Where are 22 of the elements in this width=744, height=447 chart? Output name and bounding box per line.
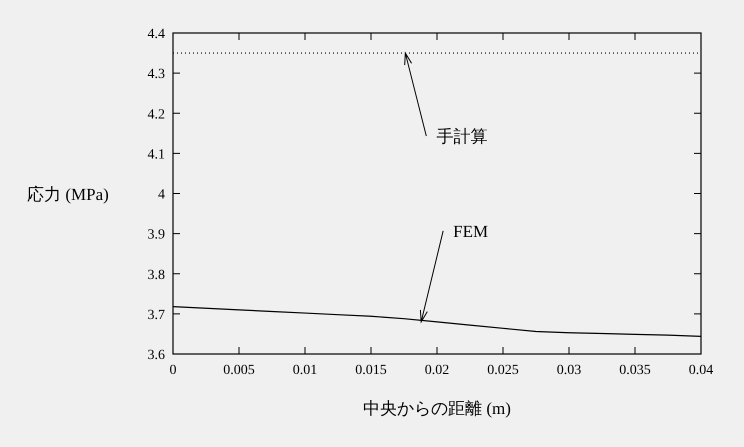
y-tick-label: 4: [158, 188, 165, 202]
y-tick-label: 3.8: [148, 268, 165, 283]
y-tick-label: 3.9: [148, 228, 165, 243]
annotation: 手計算: [436, 127, 488, 146]
x-tick-label: 0.04: [688, 363, 714, 378]
x-tick-label: 0.02: [424, 363, 450, 378]
x-tick-label: 0.025: [487, 363, 519, 378]
y-axis-title: 応力 (MPa): [27, 185, 109, 204]
x-axis-title: 中央からの距離 (m): [363, 399, 511, 418]
y-tick-label: 4.2: [148, 107, 165, 122]
x-tick-label: 0.035: [619, 363, 651, 378]
x-tick-label: 0.01: [292, 363, 318, 378]
y-tick-label: 4.1: [148, 147, 165, 162]
y-tick-label: 4.4: [148, 27, 165, 42]
x-tick-label: 0.03: [556, 363, 582, 378]
x-tick-label: 0.015: [355, 363, 387, 378]
x-tick-label: 0: [170, 363, 176, 378]
x-tick-label: 0.005: [223, 363, 255, 378]
y-tick-label: 4.3: [148, 67, 165, 82]
annotation: FEM: [453, 222, 488, 241]
y-tick-label: 3.6: [148, 348, 165, 363]
y-tick-label: 3.7: [148, 308, 165, 323]
